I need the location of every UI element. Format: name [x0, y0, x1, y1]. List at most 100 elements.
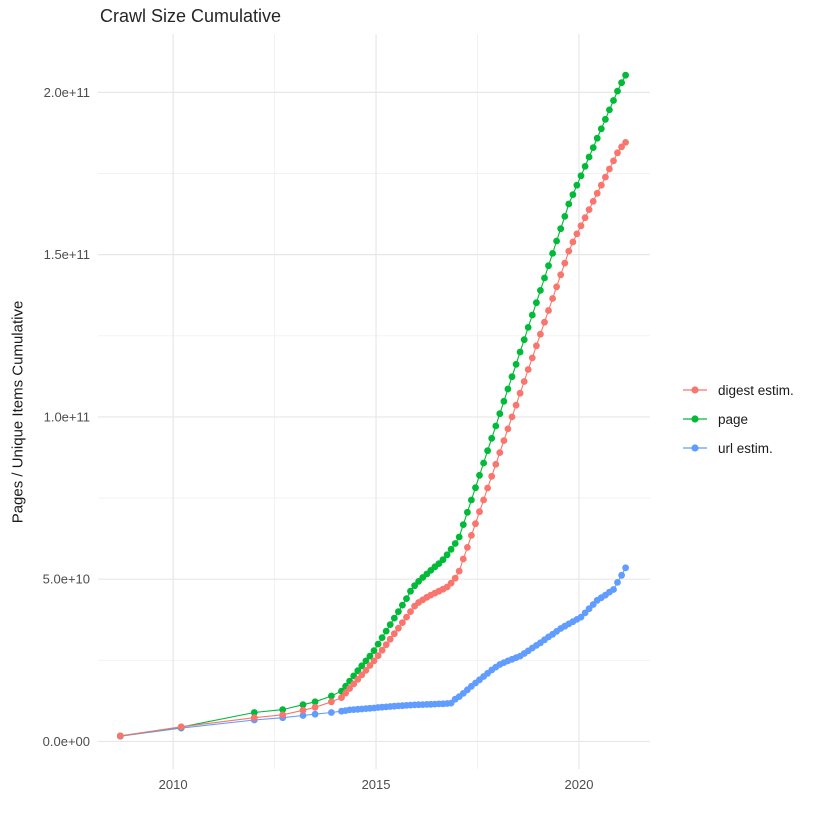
data-point	[472, 520, 479, 528]
data-point	[459, 521, 467, 528]
data-point	[464, 508, 471, 516]
data-point	[382, 641, 390, 649]
y-tick-label: 0.0e+00	[43, 734, 90, 749]
data-point	[602, 173, 609, 181]
data-point	[496, 449, 504, 456]
data-point	[504, 425, 512, 433]
data-point	[358, 662, 366, 670]
data-point	[565, 200, 573, 208]
x-tick-label: 2010	[159, 777, 188, 792]
series-digest-estim	[116, 139, 629, 740]
data-point	[577, 222, 585, 230]
data-point	[468, 532, 475, 539]
data-point	[403, 595, 410, 602]
data-point	[569, 191, 577, 199]
y-axis-title: Pages / Unique Items Cumulative	[9, 300, 27, 524]
data-point	[573, 230, 581, 238]
data-point	[581, 163, 589, 170]
data-point	[549, 295, 556, 302]
data-point	[533, 299, 540, 307]
data-point	[553, 283, 560, 291]
data-point	[468, 496, 475, 504]
data-point	[516, 389, 524, 397]
data-point	[528, 311, 536, 319]
data-point	[447, 579, 455, 587]
data-point	[589, 198, 597, 205]
data-point	[250, 714, 258, 722]
data-point	[342, 689, 349, 697]
data-point	[311, 710, 319, 718]
data-point	[378, 634, 386, 641]
data-point	[618, 143, 625, 151]
data-point	[472, 484, 479, 492]
data-point	[488, 434, 496, 442]
data-point	[346, 685, 353, 692]
data-point	[516, 348, 524, 356]
data-point	[585, 605, 593, 613]
data-point	[492, 460, 500, 468]
data-point	[561, 213, 569, 220]
data-point	[451, 574, 459, 582]
data-point	[328, 709, 335, 716]
data-point	[407, 608, 414, 615]
data-point	[585, 153, 593, 161]
data-point	[606, 106, 613, 114]
data-point	[557, 225, 565, 233]
data-point	[395, 624, 402, 632]
series-line	[120, 142, 627, 737]
data-point	[581, 214, 589, 222]
data-point	[370, 647, 378, 654]
data-point	[378, 646, 386, 654]
legend-key-dot	[691, 386, 699, 394]
data-point	[577, 613, 585, 621]
data-point	[508, 373, 516, 381]
data-point	[496, 410, 504, 418]
data-point	[504, 385, 512, 393]
data-point	[602, 115, 609, 123]
x-tick-label: 2020	[565, 777, 594, 792]
data-point	[362, 657, 370, 665]
data-point	[533, 342, 540, 350]
data-point	[565, 247, 573, 255]
data-point	[610, 97, 617, 104]
data-point	[492, 422, 500, 430]
legend-item-page: page	[681, 409, 794, 429]
legend-key-url-icon	[683, 444, 707, 452]
data-point	[569, 238, 577, 246]
data-point	[545, 262, 552, 270]
x-tick-label: 2015	[362, 777, 391, 792]
data-point	[476, 508, 483, 516]
data-point	[311, 703, 319, 711]
y-tick-label: 5.0e+10	[43, 572, 90, 587]
data-point	[618, 571, 625, 579]
data-point	[512, 401, 520, 409]
data-point	[459, 555, 467, 563]
data-point	[553, 237, 560, 245]
data-point	[573, 181, 581, 189]
data-point	[374, 640, 382, 648]
data-point	[328, 698, 335, 706]
data-point	[484, 447, 491, 455]
data-point	[488, 472, 496, 480]
data-point	[593, 134, 601, 142]
data-point	[311, 698, 319, 706]
data-point	[476, 471, 483, 479]
series-page	[116, 71, 629, 740]
data-point	[390, 630, 398, 638]
data-point	[484, 484, 491, 492]
data-point	[390, 614, 398, 622]
data-point	[480, 459, 487, 467]
legend-key-page-icon	[683, 415, 707, 423]
data-point	[403, 613, 410, 621]
data-point	[299, 701, 307, 709]
legend-item-url-estim: url estim.	[681, 438, 794, 458]
data-point	[622, 564, 629, 572]
data-point	[610, 586, 617, 593]
data-point	[399, 601, 406, 609]
data-point	[354, 676, 362, 683]
data-point	[585, 206, 593, 214]
data-point	[386, 635, 394, 643]
data-point	[451, 540, 459, 547]
series-url-estim	[116, 564, 629, 740]
data-point	[614, 149, 621, 157]
